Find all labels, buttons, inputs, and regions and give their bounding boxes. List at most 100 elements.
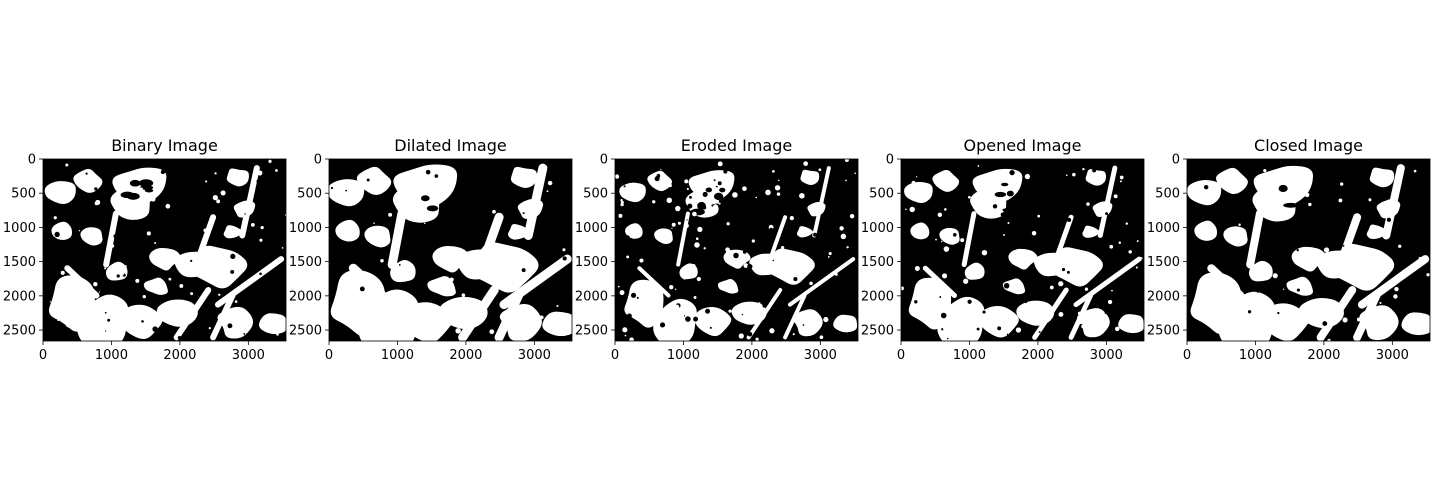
white-speckle — [669, 285, 674, 290]
white-speckle — [109, 334, 115, 340]
dark-hole — [1278, 184, 1288, 193]
white-speckle — [1041, 312, 1043, 315]
dark-speckle — [741, 313, 744, 316]
white-speckle — [1093, 264, 1097, 267]
axes-frame — [614, 158, 859, 342]
dark-speckle — [1425, 226, 1428, 229]
y-tick-label: 1500 — [289, 255, 322, 270]
dark-speckle — [702, 191, 708, 197]
white-speckle — [216, 199, 221, 204]
white-speckle — [1316, 305, 1320, 310]
white-speckle — [803, 161, 809, 166]
white-speckle — [618, 213, 623, 218]
dark-speckle — [1404, 215, 1406, 218]
dark-speckle — [230, 269, 235, 274]
dark-speckle — [280, 207, 286, 214]
white-speckle — [218, 293, 221, 296]
dark-speckle — [762, 304, 766, 308]
dark-speckle — [345, 189, 348, 192]
white-speckle — [250, 222, 255, 227]
white-region — [77, 294, 129, 341]
dark-speckle — [1018, 206, 1023, 210]
dark-speckle — [911, 203, 917, 208]
y-tick-label: 500 — [583, 187, 608, 202]
dark-hole — [1002, 207, 1014, 213]
dark-speckle — [733, 211, 737, 215]
white-speckle — [944, 208, 947, 211]
white-speckle — [135, 320, 139, 324]
y-tick-label: 2000 — [289, 289, 322, 304]
dark-speckle — [749, 212, 753, 216]
white-speckle — [675, 205, 681, 212]
white-speckle — [651, 324, 654, 327]
white-speckle — [772, 169, 775, 173]
white-speckle — [57, 319, 59, 322]
white-speckle — [1119, 180, 1122, 183]
white-stem — [1333, 213, 1362, 276]
white-speckle — [214, 276, 218, 279]
white-speckle — [745, 312, 748, 315]
white-speckle — [769, 328, 775, 334]
white-stem — [763, 215, 788, 274]
white-stem — [637, 266, 671, 298]
y-tick-label: 2000 — [861, 289, 894, 304]
dark-speckle — [434, 174, 439, 178]
dark-speckle — [623, 185, 626, 188]
white-stem — [1073, 256, 1142, 308]
x-tick-label: 2000 — [735, 348, 768, 363]
white-speckle — [963, 278, 969, 284]
white-region — [800, 169, 820, 186]
y-tick-label: 1000 — [861, 221, 894, 236]
axes-frame — [900, 158, 1145, 342]
binary-image — [1187, 159, 1430, 341]
white-speckle — [637, 267, 641, 270]
white-speckle — [556, 304, 559, 308]
white-speckle — [342, 296, 345, 299]
white-speckle — [1035, 314, 1040, 319]
white-speckle — [717, 161, 723, 167]
dark-speckle — [773, 322, 776, 324]
white-speckle — [1426, 273, 1430, 277]
white-speckle — [792, 333, 795, 336]
dark-speckle — [190, 259, 193, 263]
dark-speckle — [805, 186, 808, 189]
white-stem — [214, 256, 285, 308]
white-speckle — [712, 204, 719, 210]
dark-speckle — [449, 225, 453, 229]
white-speckle — [844, 159, 849, 163]
white-speckle — [654, 315, 658, 319]
dark-speckle — [1120, 204, 1126, 210]
white-speckle — [680, 338, 684, 341]
dark-speckle — [747, 272, 750, 275]
dark-speckle — [624, 247, 627, 250]
white-stem — [1049, 214, 1074, 275]
white-speckle — [684, 179, 689, 184]
white-speckle — [1282, 288, 1285, 290]
white-region — [1082, 225, 1100, 238]
white-speckle — [776, 192, 781, 196]
dark-speckle — [782, 296, 787, 301]
dark-speckle — [43, 267, 46, 272]
dark-speckle — [1117, 248, 1121, 252]
white-speckle — [110, 244, 115, 248]
white-speckle — [690, 263, 696, 269]
dark-speckle — [256, 179, 261, 184]
white-speckle — [1031, 231, 1037, 236]
white-speckle — [1135, 266, 1138, 269]
white-region — [624, 279, 664, 328]
dark-speckle — [107, 318, 111, 322]
white-speckle — [1062, 256, 1068, 262]
dark-speckle — [562, 256, 567, 261]
dark-speckle — [785, 317, 791, 323]
dark-speckle — [1129, 258, 1133, 262]
white-speckle — [1413, 169, 1417, 173]
dark-speckle — [755, 183, 758, 185]
white-region — [432, 245, 470, 273]
white-speckle — [1140, 257, 1143, 260]
x-tick-label: 2000 — [1021, 348, 1054, 363]
white-speckle — [94, 201, 99, 206]
white-speckle — [639, 258, 644, 263]
white-stem — [783, 293, 807, 340]
white-speckle — [1072, 172, 1076, 177]
dark-hole — [420, 195, 430, 202]
